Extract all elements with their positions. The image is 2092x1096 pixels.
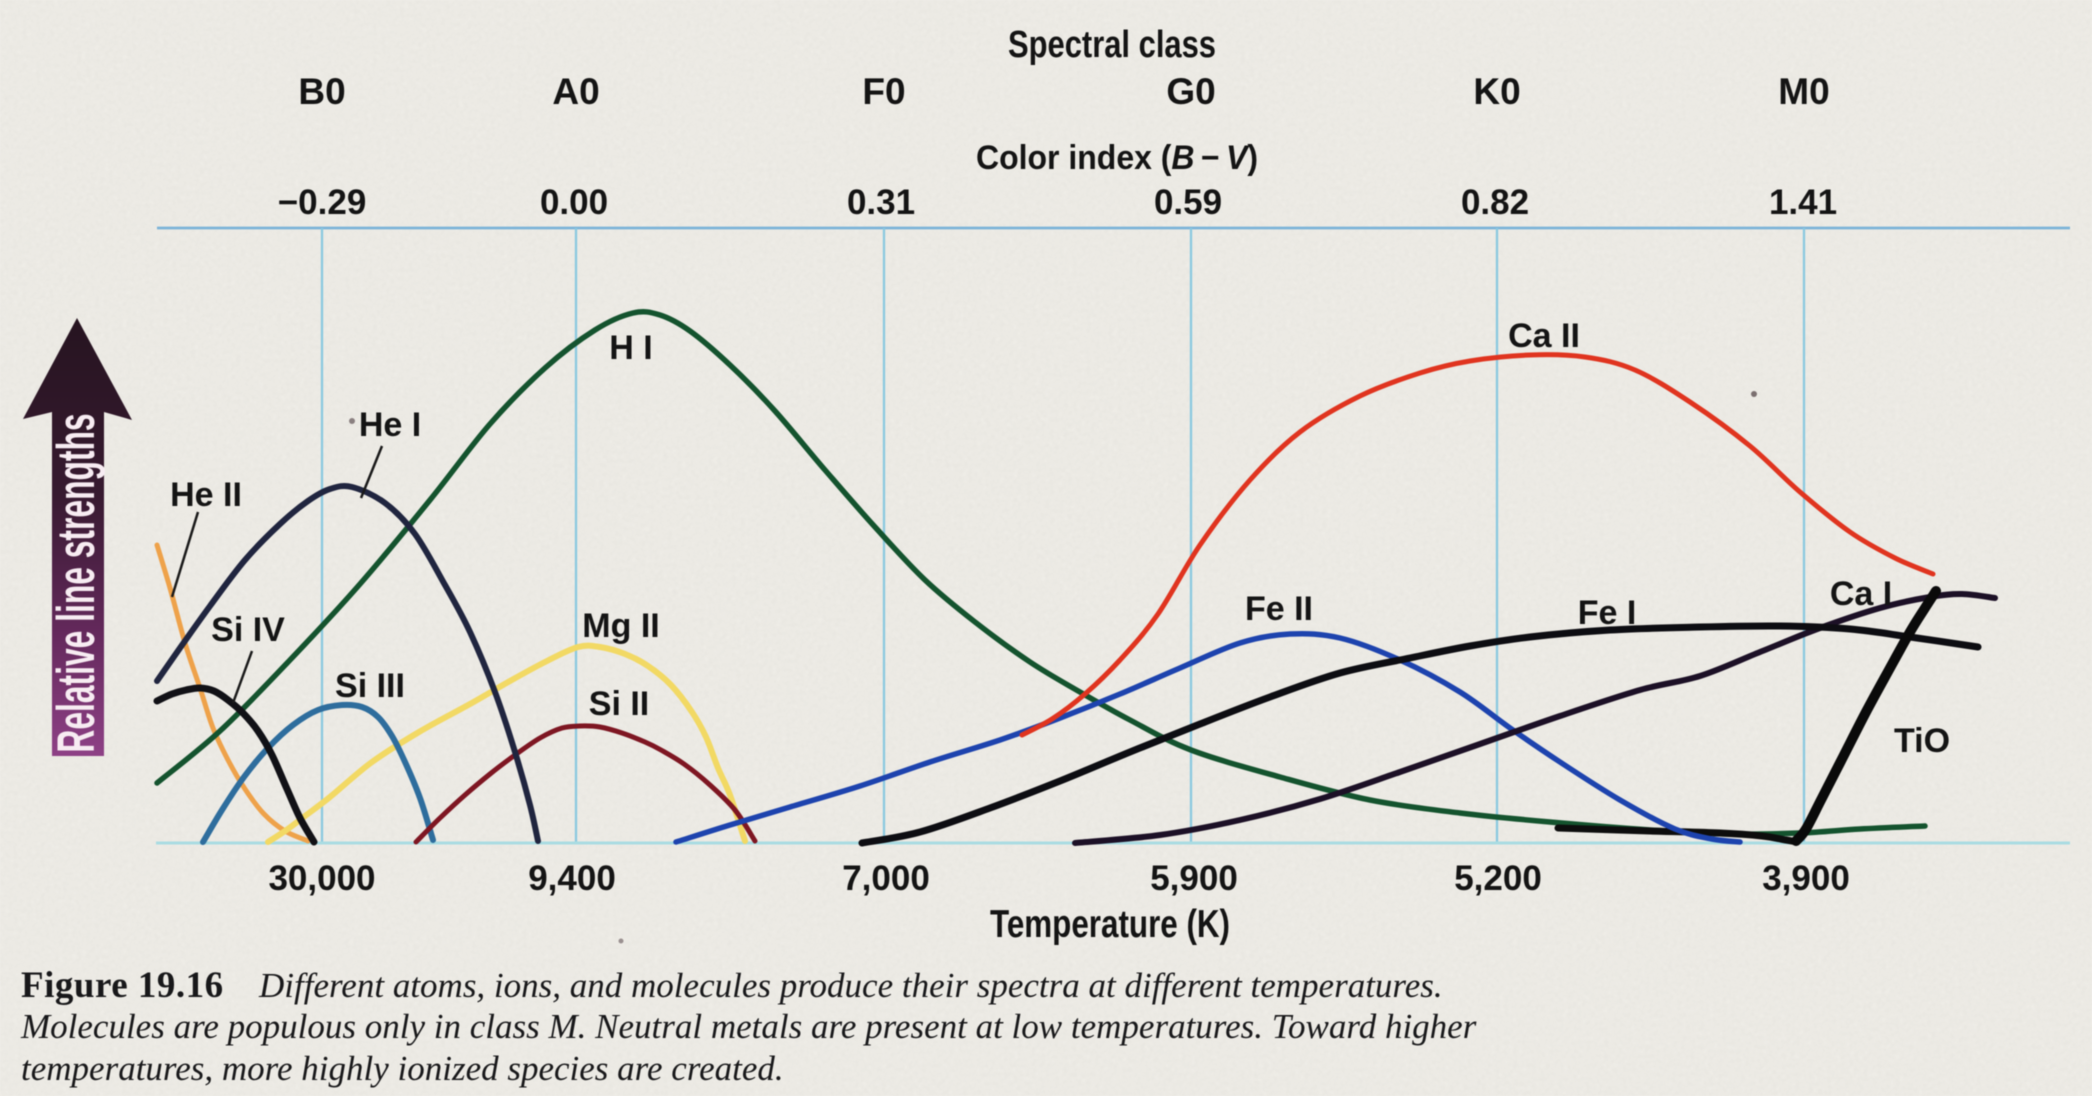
svg-text:B0: B0 [298, 71, 345, 112]
svg-text:7,000: 7,000 [842, 859, 930, 898]
svg-text:Color index (B − V): Color index (B − V) [976, 139, 1258, 177]
svg-text:Relative line strengths: Relative line strengths [47, 413, 106, 752]
svg-text:Si II: Si II [589, 685, 649, 723]
svg-text:K0: K0 [1473, 71, 1520, 112]
svg-text:9,400: 9,400 [528, 859, 616, 898]
svg-text:He I: He I [359, 406, 421, 444]
svg-text:Si IV: Si IV [211, 611, 285, 649]
svg-text:5,900: 5,900 [1150, 859, 1238, 898]
svg-text:0.00: 0.00 [540, 183, 608, 222]
svg-text:−0.29: −0.29 [278, 183, 367, 222]
svg-text:Molecules are populous only in: Molecules are populous only in class M. … [20, 1007, 1477, 1046]
svg-text:He II: He II [170, 476, 242, 514]
svg-text:Different atoms, ions, and mol: Different atoms, ions, and molecules pro… [258, 966, 1443, 1005]
svg-text:TiO: TiO [1894, 722, 1950, 760]
svg-text:M0: M0 [1778, 71, 1829, 112]
svg-text:F0: F0 [862, 71, 905, 112]
svg-text:temperatures, more highly ioni: temperatures, more highly ionized specie… [21, 1049, 784, 1088]
svg-text:0.31: 0.31 [847, 183, 915, 222]
svg-text:G0: G0 [1166, 71, 1215, 112]
svg-text:30,000: 30,000 [268, 859, 375, 898]
svg-text:Fe I: Fe I [1578, 594, 1637, 632]
svg-text:0.59: 0.59 [1154, 183, 1222, 222]
svg-text:Ca II: Ca II [1508, 317, 1580, 355]
svg-text:Ca I: Ca I [1830, 575, 1892, 613]
svg-text:Spectral class: Spectral class [1008, 24, 1216, 66]
svg-text:3,900: 3,900 [1762, 859, 1850, 898]
svg-text:5,200: 5,200 [1454, 859, 1542, 898]
svg-text:H I: H I [609, 329, 652, 367]
svg-text:A0: A0 [552, 71, 599, 112]
svg-text:Mg II: Mg II [582, 607, 659, 645]
svg-text:Si III: Si III [335, 667, 405, 705]
svg-text:Temperature (K): Temperature (K) [990, 903, 1230, 946]
svg-text:0.82: 0.82 [1461, 183, 1529, 222]
svg-text:Fe II: Fe II [1245, 590, 1313, 628]
svg-text:Figure 19.16: Figure 19.16 [21, 965, 224, 1006]
svg-text:1.41: 1.41 [1769, 183, 1837, 222]
